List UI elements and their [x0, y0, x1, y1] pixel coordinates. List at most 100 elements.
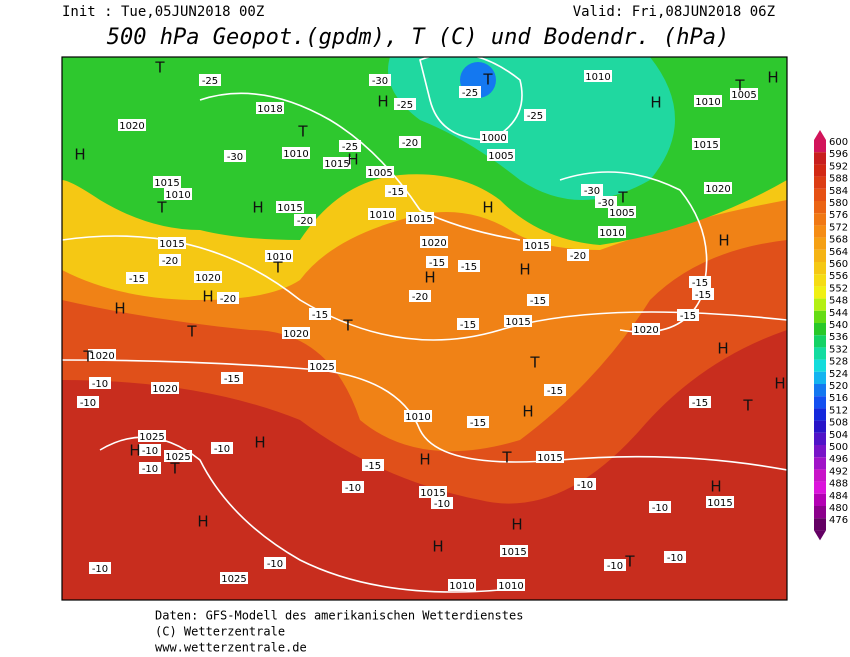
temperature-label-box [431, 497, 453, 509]
temperature-label: -15 [129, 274, 145, 285]
pressure-center: H [347, 151, 358, 169]
isobar-label: 1020 [89, 351, 114, 362]
temperature-label-box [459, 86, 481, 98]
temperature-label: -30 [372, 76, 388, 87]
colorbar-swatch [814, 506, 826, 519]
isobar-label: 1025 [139, 432, 164, 443]
pressure-center: H [767, 69, 778, 87]
colorbar-swatch [814, 140, 826, 153]
colorbar-label: 536 [829, 332, 848, 343]
temperature-label: -25 [342, 142, 358, 153]
temperature-label: -10 [607, 561, 623, 572]
isobar-label-box [368, 208, 396, 220]
isobar-label: 1005 [731, 90, 756, 101]
colorbar-swatch [814, 457, 826, 470]
temperature-label-box [211, 442, 233, 454]
temperature-label: -20 [402, 138, 418, 149]
temperature-label: -10 [142, 446, 158, 457]
colorbar-label: 540 [829, 320, 848, 331]
temperature-label: -15 [695, 290, 711, 301]
isobar-label-box [420, 236, 448, 248]
temperature-label-box [342, 481, 364, 493]
colorbar-label: 504 [829, 430, 848, 441]
isobar-label-box [419, 486, 447, 498]
colorbar-swatch [814, 432, 826, 445]
temperature-label-box [524, 109, 546, 121]
pressure-center: T [82, 348, 93, 366]
isobar-label-box [194, 271, 222, 283]
isobars [62, 57, 787, 593]
isobar-label: 1015 [501, 547, 526, 558]
pressure-center: H [717, 340, 728, 358]
colorbar-swatch [814, 176, 826, 189]
colorbar-swatch [814, 420, 826, 433]
temperature-label: -15 [530, 296, 546, 307]
valid-time: Valid: Fri,08JUN2018 06Z [573, 4, 775, 20]
temperature-label: -25 [397, 100, 413, 111]
colorbar-swatch [814, 481, 826, 494]
colorbar-swatch [814, 298, 826, 311]
isobar-label-box [366, 166, 394, 178]
isobar-label: 1015 [505, 317, 530, 328]
colorbar-swatch [814, 249, 826, 262]
isobar-label-box [584, 70, 612, 82]
colorbar-swatch [814, 518, 826, 531]
pressure-center: T [734, 77, 745, 95]
temperature-label-box [264, 557, 286, 569]
isobar-label: 1025 [165, 452, 190, 463]
colorbar-label: 524 [829, 369, 848, 380]
isobar-label: 1000 [481, 133, 506, 144]
temperature-label: -15 [692, 398, 708, 409]
pressure-center: T [342, 317, 353, 335]
pressure-center: T [156, 199, 167, 217]
isobar-label: 1005 [367, 168, 392, 179]
temperature-label-box [309, 308, 331, 320]
isobar-label: 1015 [277, 203, 302, 214]
temperature-label: -30 [227, 152, 243, 163]
colorbar-swatch [814, 237, 826, 250]
pressure-center: H [252, 199, 263, 217]
colorbar-swatch [814, 310, 826, 323]
temperature-label-box [224, 150, 246, 162]
temperature-label: -15 [680, 311, 696, 322]
isobar-label: 1020 [705, 184, 730, 195]
pressure-center: H [519, 261, 530, 279]
isobar-label-box [536, 451, 564, 463]
temperature-label-box [159, 254, 181, 266]
isobar-label: 1010 [283, 149, 308, 160]
isobar-label-box [730, 88, 758, 100]
temperature-label-box [595, 196, 617, 208]
isobar-label-box [276, 201, 304, 213]
colorbar-swatch [814, 493, 826, 506]
temperature-label: -15 [692, 278, 708, 289]
isobar-label-box [692, 138, 720, 150]
colorbar-label: 552 [829, 283, 848, 294]
isobar-label-box [265, 250, 293, 262]
colorbar-swatch [814, 225, 826, 238]
temperature-label-box [677, 309, 699, 321]
pressure-center: H [202, 288, 213, 306]
colorbar-label: 592 [829, 161, 848, 172]
isobar-label-box [497, 579, 525, 591]
isobar-label-box [282, 147, 310, 159]
init-time: Init : Tue,05JUN2018 00Z [62, 4, 264, 20]
isobar-label-box [153, 176, 181, 188]
isobar-label: 1015 [324, 159, 349, 170]
temperature-label: -20 [412, 292, 428, 303]
isobar-label-box [406, 212, 434, 224]
temperature-label-box [362, 459, 384, 471]
pressure-center: T [501, 449, 512, 467]
isobar-label-box [704, 182, 732, 194]
pressure-center: H [774, 375, 785, 393]
isobar-label: 1015 [407, 214, 432, 225]
temperature-label-box [139, 462, 161, 474]
colorbar-label: 576 [829, 210, 848, 221]
footer-copyright: (C) Wetterzentrale [155, 625, 285, 639]
pressure-center: H [74, 146, 85, 164]
isobar-label-box [158, 237, 186, 249]
map-frame [61, 56, 788, 601]
colorbar-swatch [814, 335, 826, 348]
colorbar-label: 572 [829, 222, 848, 233]
colorbar-swatch [814, 371, 826, 384]
temperature-label: -10 [142, 464, 158, 475]
